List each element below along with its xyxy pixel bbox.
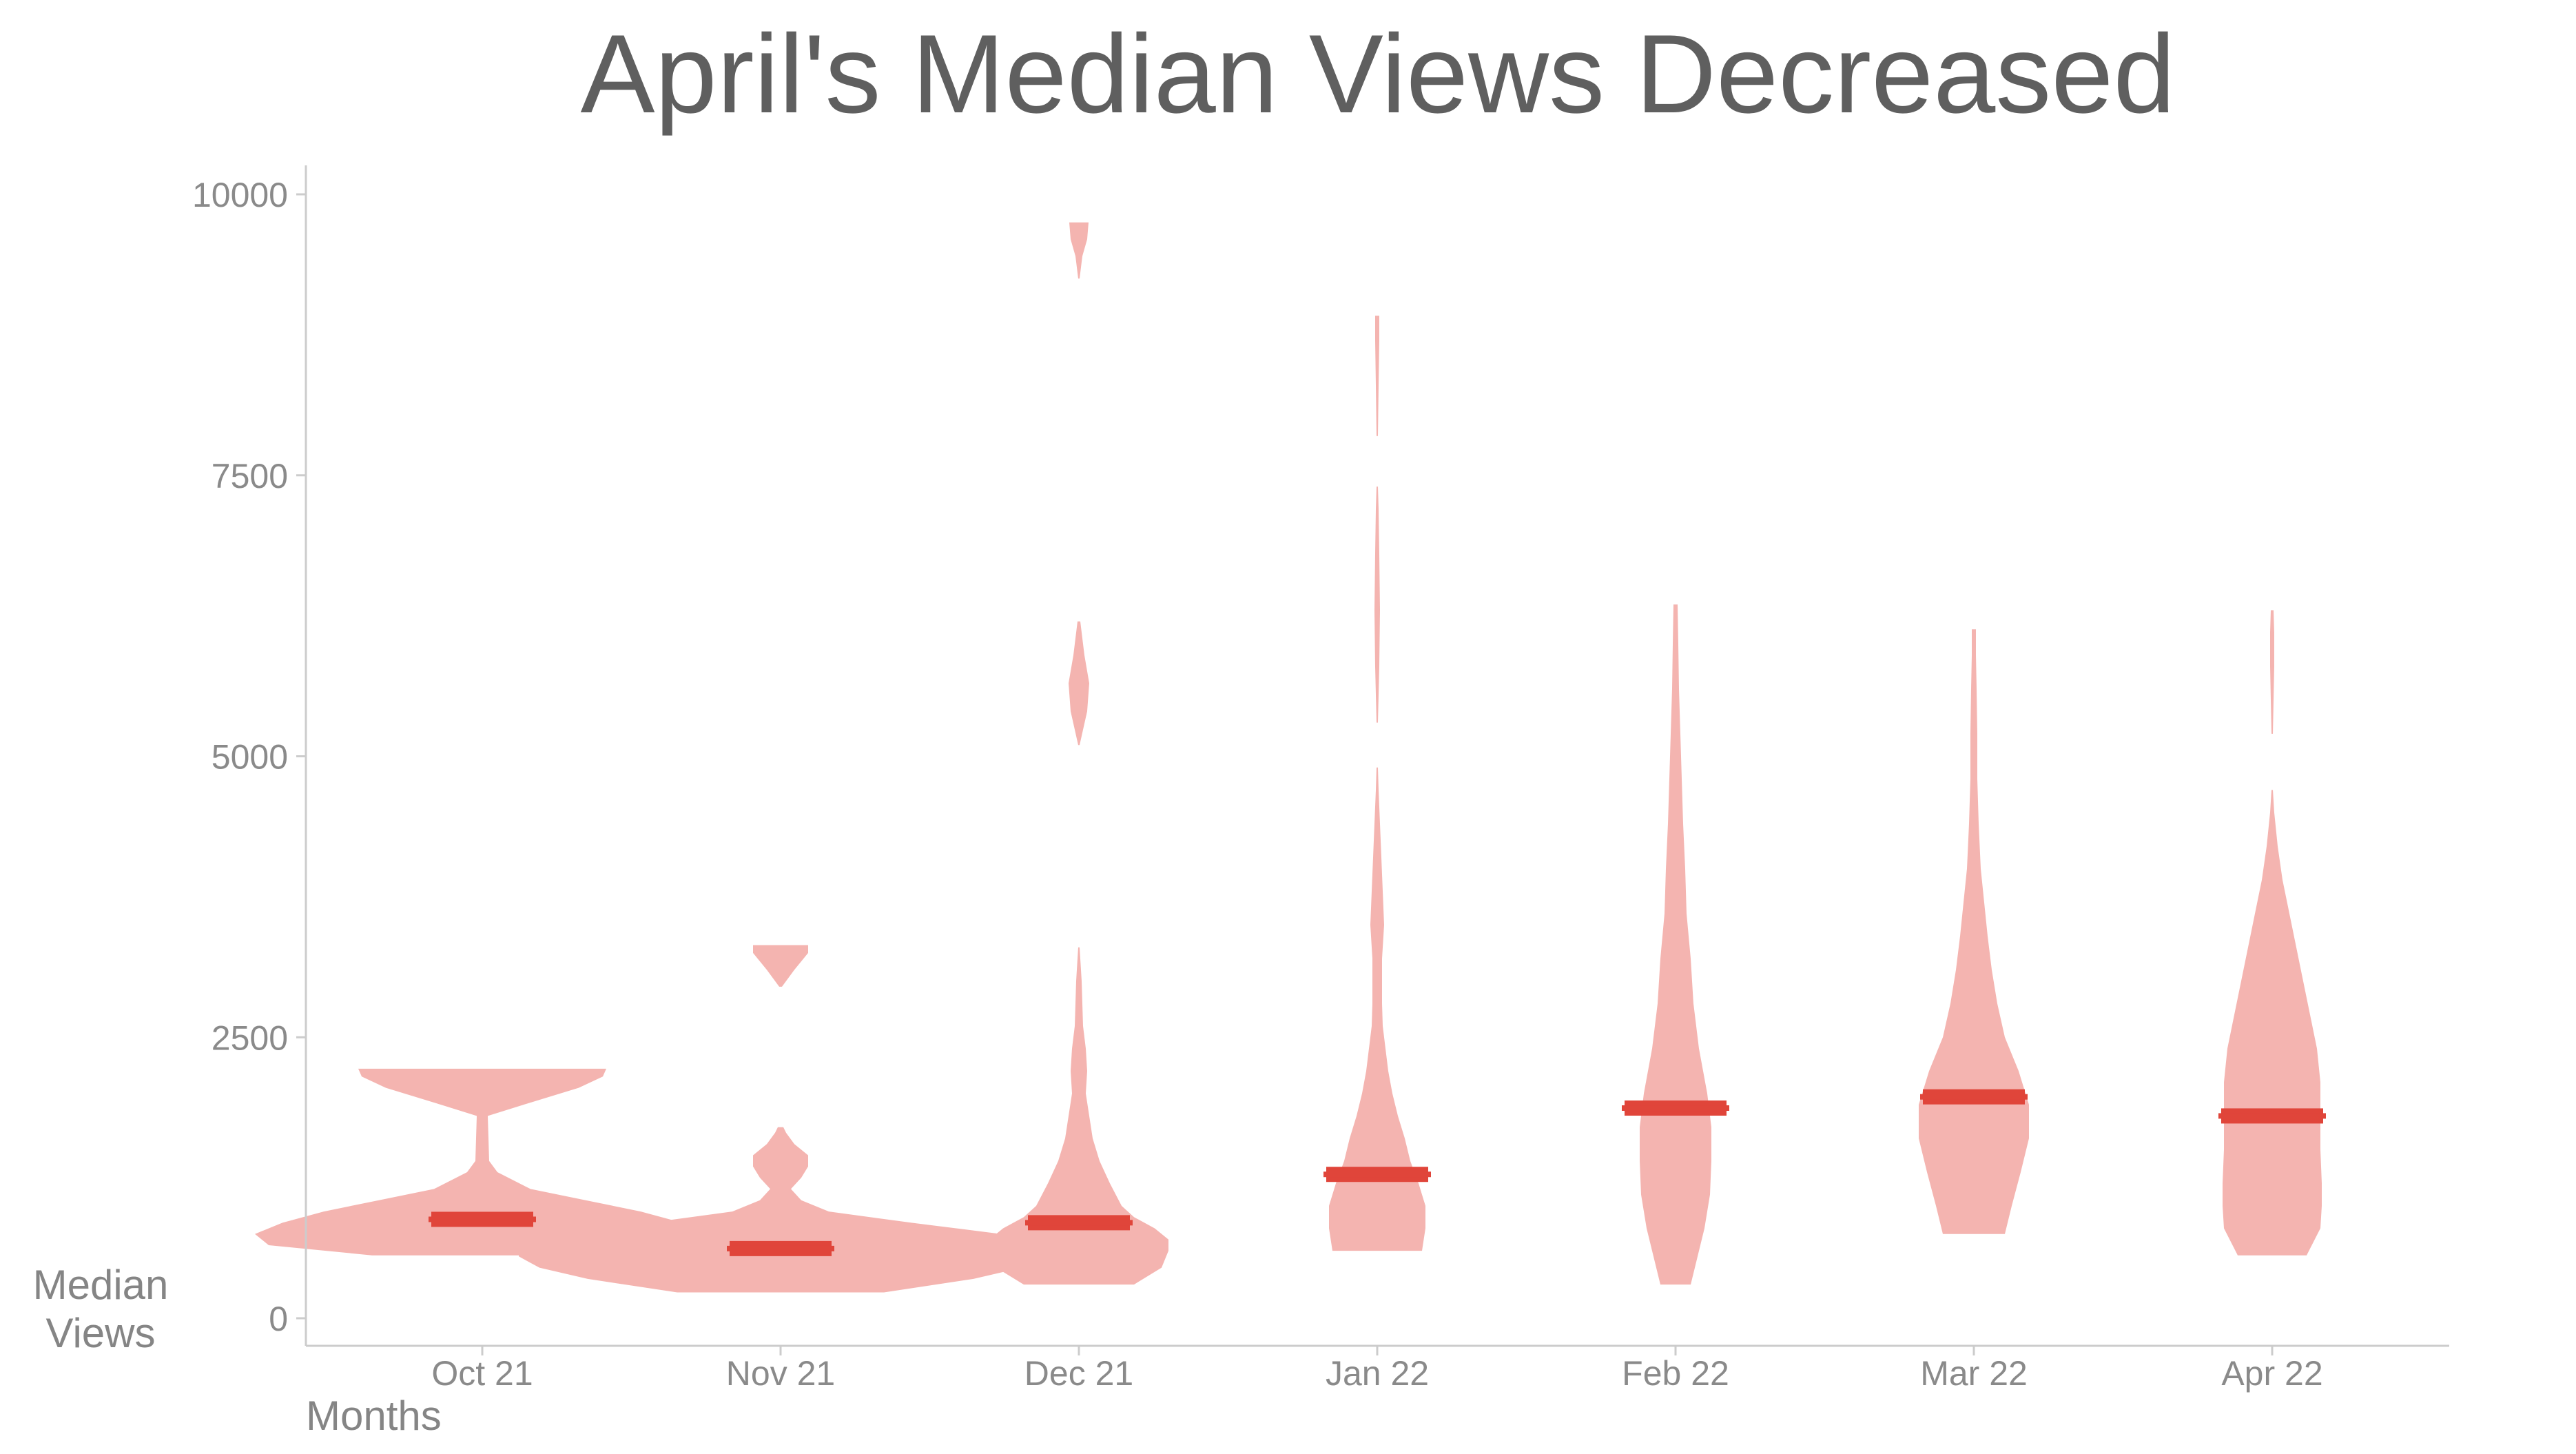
violin-shape — [255, 1068, 710, 1256]
violin-shape — [519, 1127, 1042, 1293]
median-layer — [429, 1089, 2326, 1256]
x-tick-label: Feb 22 — [1622, 1354, 1729, 1393]
y-axis-ticks: 0 2500 5000 7500 10000 — [192, 176, 306, 1338]
violin-shape — [1919, 629, 2029, 1234]
median-bar-cap — [1622, 1105, 1729, 1112]
violin-shape — [989, 947, 1168, 1285]
violin-shape — [1069, 621, 1089, 746]
violin-shape — [1069, 222, 1089, 279]
violin-shape — [2223, 790, 2322, 1256]
x-tick-label: Jan 22 — [1326, 1354, 1429, 1393]
violin-shape — [1374, 487, 1380, 723]
chart-title: April's Median Views Decreased — [581, 12, 2176, 136]
median-bar-cap — [1025, 1220, 1133, 1226]
y-tick-label: 0 — [269, 1300, 288, 1338]
y-axis-title: Median Views — [33, 1262, 169, 1356]
violin-shape — [1640, 604, 1711, 1285]
violin-shape — [753, 945, 808, 987]
median-bar-cap — [1920, 1094, 2028, 1100]
y-tick-label: 2500 — [212, 1018, 288, 1057]
x-tick-label: Dec 21 — [1024, 1354, 1133, 1393]
violin-shape — [1329, 767, 1425, 1251]
x-axis-ticks: Oct 21 Nov 21 Dec 21 Jan 22 Feb 22 Mar 22 Apr … — [431, 1346, 2323, 1393]
median-bar-cap — [1323, 1171, 1431, 1178]
y-tick-label: 10000 — [192, 176, 288, 214]
x-tick-label: Oct 21 — [431, 1354, 533, 1393]
x-tick-label: Apr 22 — [2221, 1354, 2322, 1393]
violin-shape — [1375, 316, 1379, 436]
y-tick-label: 7500 — [212, 457, 288, 495]
x-tick-label: Mar 22 — [1920, 1354, 2028, 1393]
median-bar-cap — [727, 1245, 834, 1251]
y-tick-label: 5000 — [212, 738, 288, 777]
violin-layer — [255, 222, 2322, 1293]
violin-shape — [2270, 610, 2274, 734]
median-bar-cap — [2218, 1113, 2326, 1119]
x-axis-title: Months — [306, 1393, 442, 1439]
x-tick-label: Nov 21 — [726, 1354, 835, 1393]
median-bar-cap — [429, 1216, 536, 1222]
